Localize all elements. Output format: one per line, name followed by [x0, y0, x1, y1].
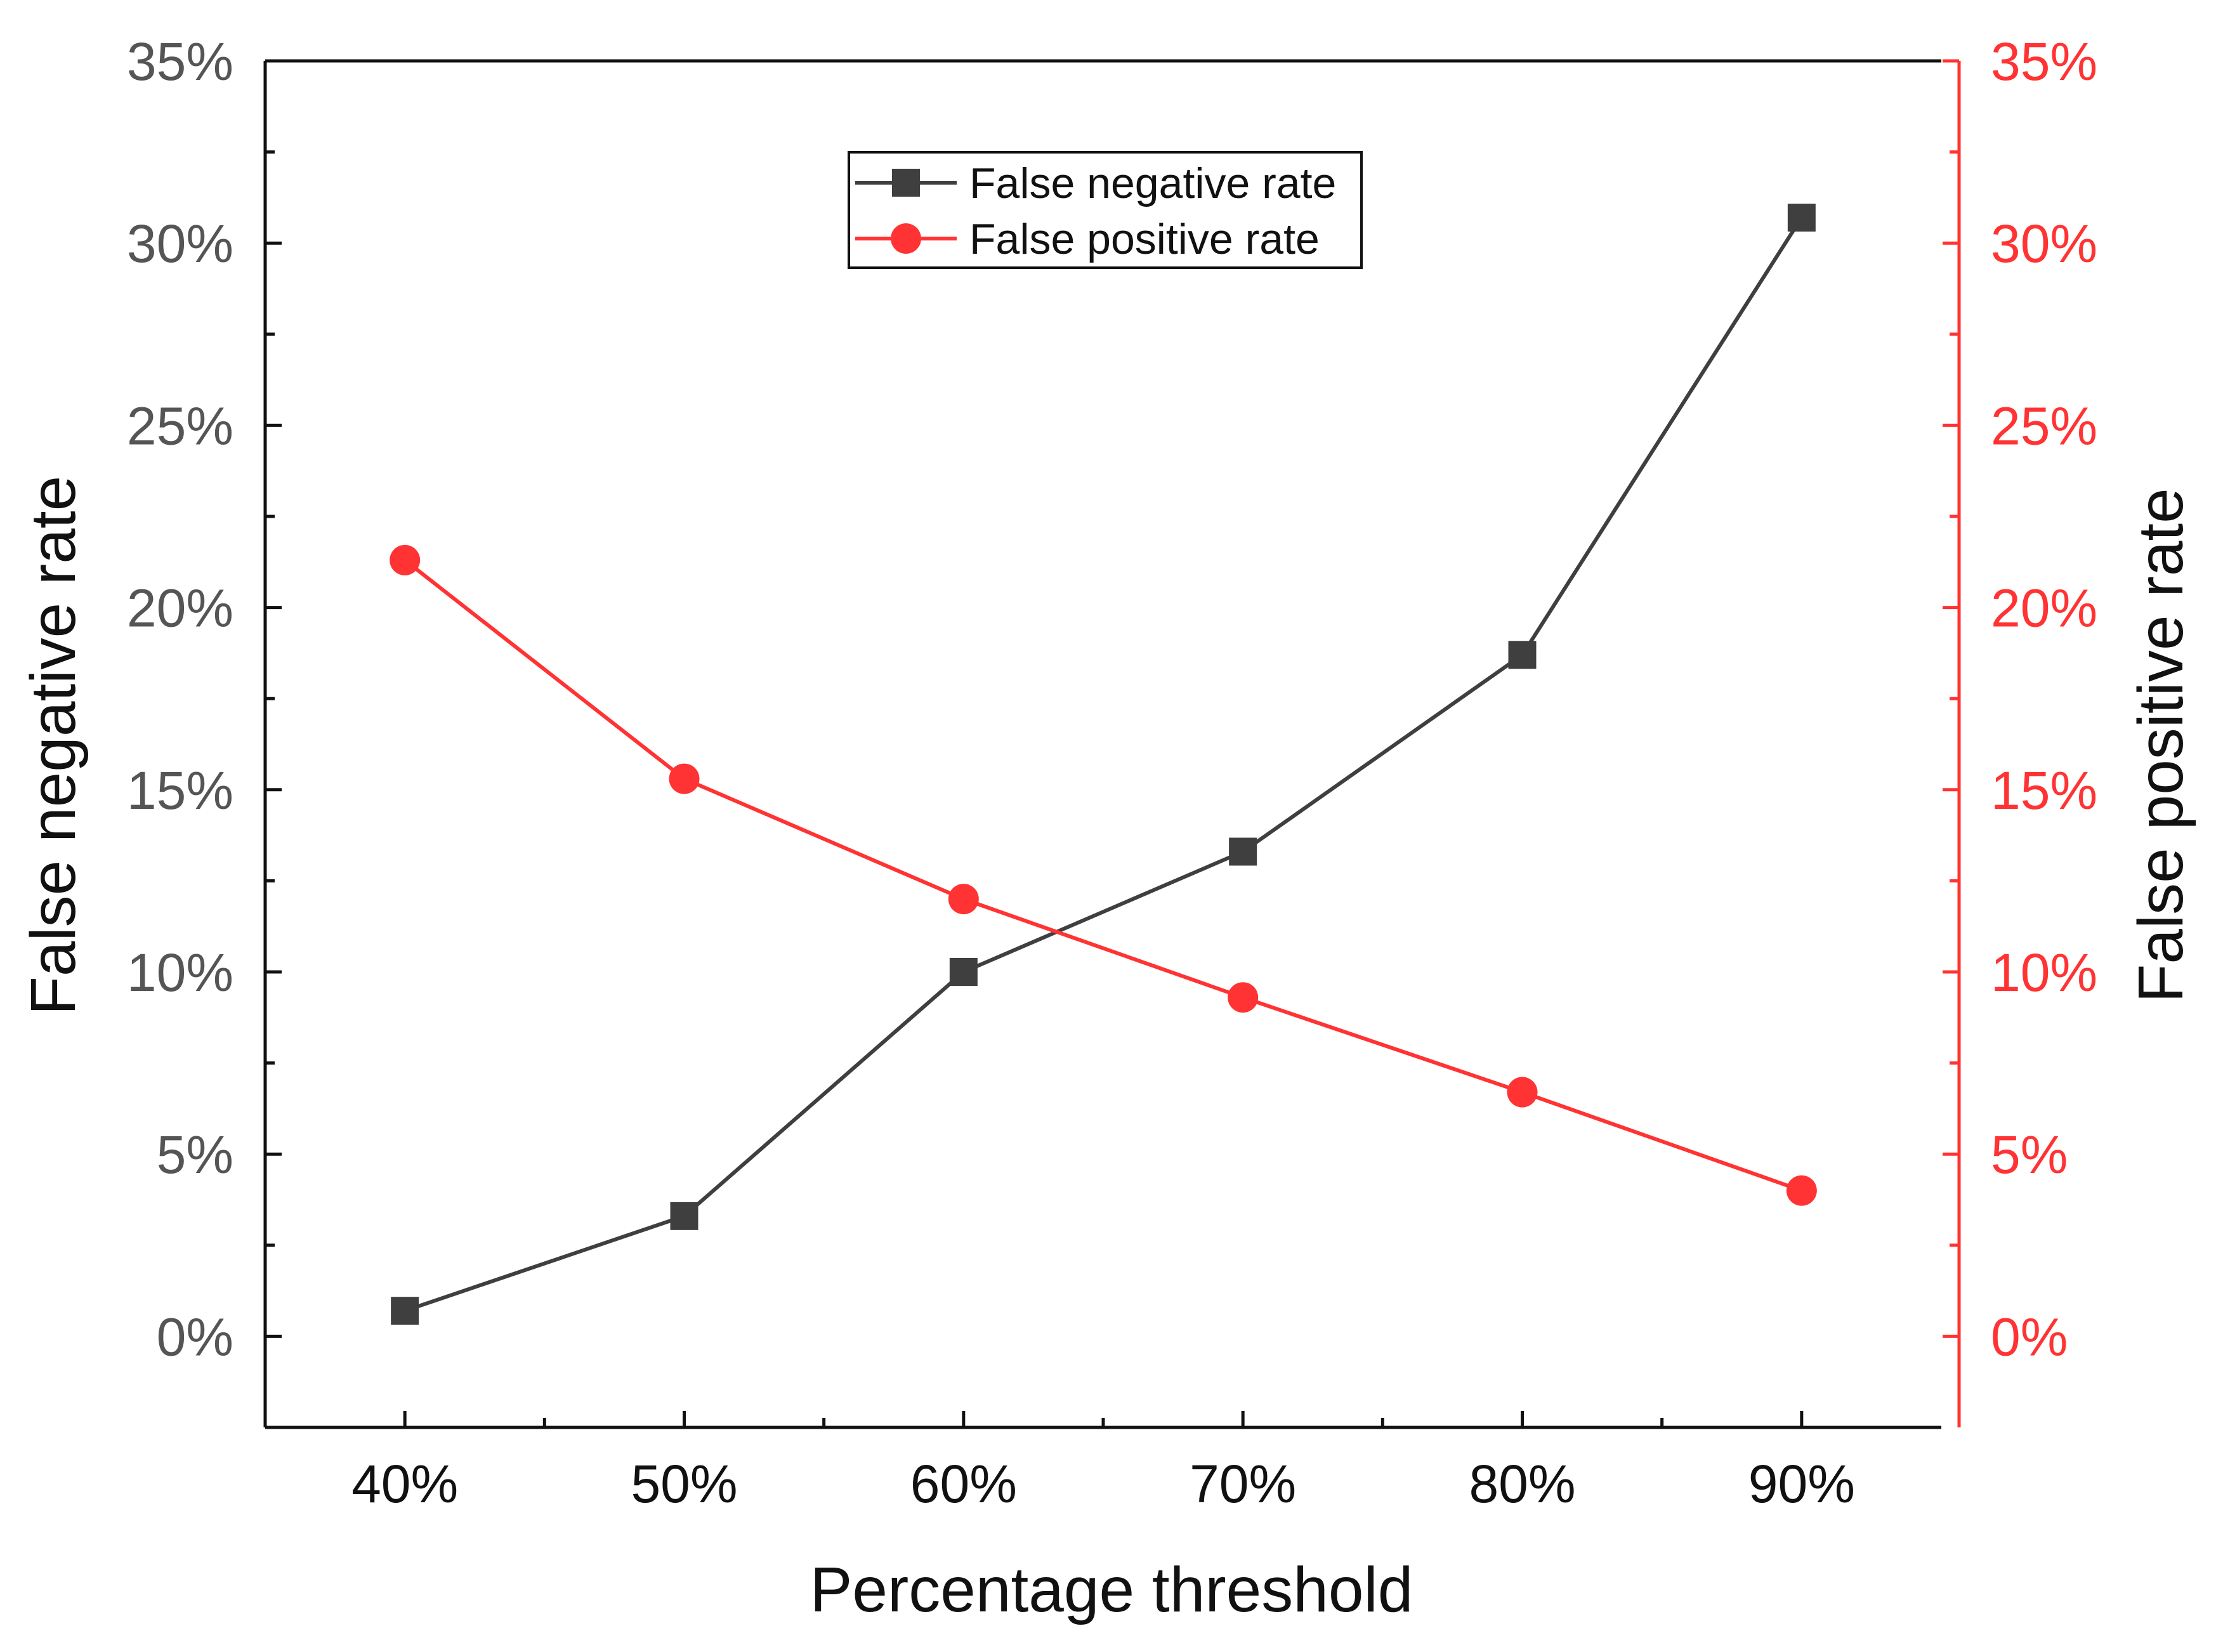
legend-circle-marker-icon	[891, 223, 921, 254]
right-axis-tick-labels: 0% 5% 10% 15% 20% 25% 30% 35%	[1991, 32, 2097, 1367]
legend-box	[848, 151, 1363, 269]
x-tick-label: 70%	[1190, 1454, 1296, 1514]
false-negative-point	[670, 1202, 698, 1230]
left-tick-label: 10%	[127, 943, 233, 1002]
left-axis-ticks	[265, 59, 282, 1338]
left-tick-label: 25%	[127, 396, 233, 456]
x-tick-label: 40%	[351, 1454, 458, 1514]
false-negative-point	[1229, 837, 1257, 866]
right-axis-ticks	[1943, 59, 1959, 1338]
legend-label-false-negative: False negative rate	[969, 159, 1336, 207]
left-axis-tick-labels: 0% 5% 10% 15% 20% 25% 30% 35%	[127, 32, 233, 1367]
x-tick-label: 60%	[910, 1454, 1017, 1514]
x-axis-tick-labels: 40% 50% 60% 70% 80% 90%	[351, 1454, 1855, 1514]
x-tick-label: 90%	[1748, 1454, 1855, 1514]
right-tick-label: 30%	[1991, 214, 2097, 273]
left-tick-label: 35%	[127, 32, 233, 91]
false-positive-point	[948, 884, 979, 915]
false-positive-series-line	[403, 558, 1802, 1193]
false-negative-point	[391, 1297, 419, 1325]
false-positive-point	[1786, 1175, 1817, 1206]
false-negative-point	[1508, 641, 1537, 669]
right-tick-label: 20%	[1991, 579, 2097, 638]
legend-square-marker-icon	[892, 169, 920, 197]
left-tick-label: 30%	[127, 214, 233, 273]
right-tick-label: 5%	[1991, 1125, 2068, 1184]
false-positive-point	[669, 763, 700, 794]
x-tick-label: 50%	[631, 1454, 737, 1514]
false-positive-point	[1507, 1077, 1538, 1108]
right-tick-label: 15%	[1991, 761, 2097, 820]
left-tick-label: 5%	[157, 1125, 233, 1184]
x-axis-ticks	[403, 1411, 1804, 1427]
right-tick-label: 10%	[1991, 943, 2097, 1002]
left-axis-title: False negative rate	[18, 476, 89, 1016]
false-negative-point	[1787, 203, 1816, 232]
right-tick-label: 35%	[1991, 32, 2097, 91]
false-negative-point	[949, 958, 978, 986]
left-tick-label: 15%	[127, 761, 233, 820]
right-tick-label: 25%	[1991, 396, 2097, 456]
x-tick-label: 80%	[1469, 1454, 1575, 1514]
false-negative-series-line	[404, 216, 1804, 1313]
series-layer	[390, 203, 1817, 1325]
false-positive-point	[1228, 982, 1259, 1013]
false-positive-point	[390, 544, 421, 575]
right-axis-title: False positive rate	[2125, 488, 2196, 1002]
x-axis-title: Percentage threshold	[810, 1554, 1413, 1625]
left-tick-label: 0%	[157, 1307, 233, 1367]
right-tick-label: 0%	[1991, 1307, 2068, 1367]
left-tick-label: 20%	[127, 579, 233, 638]
legend-label-false-positive: False positive rate	[969, 215, 1320, 263]
legend: False negative rate False positive rate	[848, 151, 1363, 269]
